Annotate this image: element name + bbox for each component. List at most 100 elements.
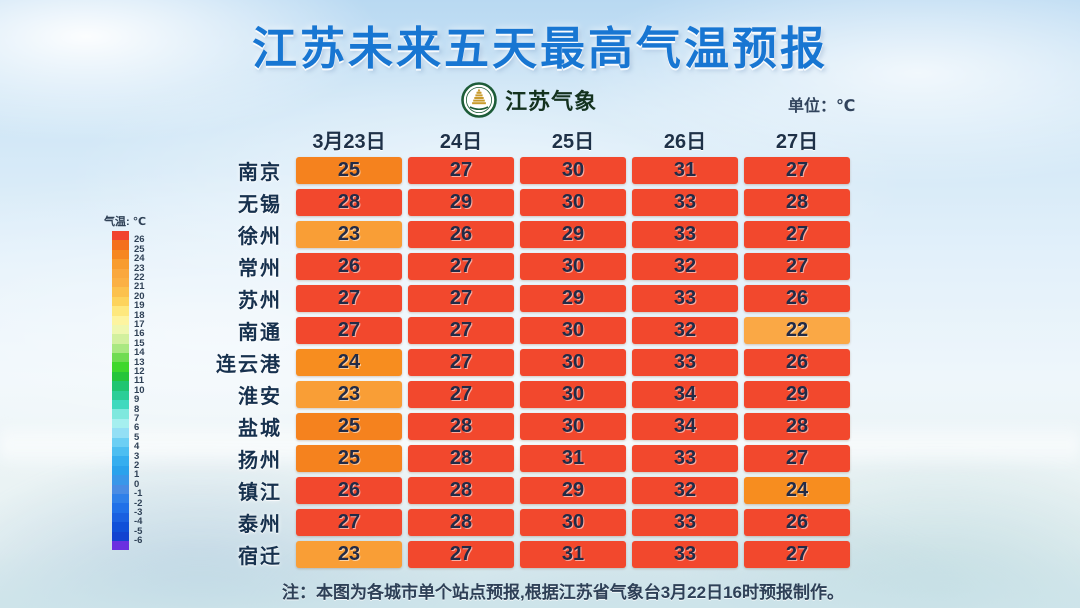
footnote: 注：本图为各城市单个站点预报,根据江苏省气象台3月22日16时预报制作。 [282,583,844,602]
city-label: 镇江 [238,482,282,504]
legend-segment [112,381,129,391]
temp-cell: 34 [632,413,738,440]
temp-cell: 29 [408,189,514,216]
legend-segment [112,334,129,344]
temp-cell: 29 [520,285,626,312]
temp-cell: 26 [744,509,850,536]
temp-cell: 27 [296,285,402,312]
temp-cell: 25 [296,445,402,472]
city-label: 徐州 [238,226,282,248]
city-label: 苏州 [238,290,282,312]
city-label: 南通 [238,322,282,344]
city-label: 盐城 [238,418,282,440]
city-label: 淮安 [238,386,282,408]
temp-cell: 27 [744,157,850,184]
temp-cell: 27 [408,317,514,344]
legend-tick: 0 [134,478,140,490]
temp-cell: 30 [520,509,626,536]
legend-segment [112,231,129,241]
temp-cell: 27 [296,317,402,344]
legend-segment [112,324,129,335]
table-corner-spacer [200,126,290,152]
legend-segment [112,400,129,410]
legend-segment [112,259,129,269]
temp-cell: 33 [632,541,738,568]
temp-cell: 23 [296,221,402,248]
temp-cell: 27 [408,541,514,568]
legend-segment [112,287,129,297]
city-label: 无锡 [238,194,282,216]
legend-tick: 10 [134,384,145,396]
legend-segment [112,390,129,401]
temp-cell: 27 [744,445,850,472]
temp-cell: 23 [296,381,402,408]
temp-cell: 30 [520,189,626,216]
legend-tick: 9 [134,394,140,406]
temp-cell: 24 [296,349,402,376]
unit-label: 单位：℃ [788,98,856,115]
temp-cell: 30 [520,381,626,408]
legend-tick: 19 [134,300,145,312]
temp-cell: 25 [296,157,402,184]
temp-cell: 28 [408,445,514,472]
legend-tick: 6 [134,422,140,434]
column-header: 25日 [551,130,595,153]
temp-cell: 29 [520,477,626,504]
temp-cell: 33 [632,445,738,472]
legend-tick: 25 [134,243,145,255]
temp-cell: 31 [520,445,626,472]
legend-tick: -3 [134,507,143,518]
legend-segment [112,512,129,523]
temp-cell: 27 [744,221,850,248]
legend-tick: 7 [134,413,140,424]
temp-cell: 26 [744,285,850,312]
legend-color-bar [112,231,129,551]
legend-segment [112,418,129,429]
legend-segment [112,362,129,372]
temp-cell: 33 [632,349,738,376]
city-label: 扬州 [238,450,282,472]
city-label: 泰州 [238,514,282,536]
legend-segment [112,465,129,476]
city-label: 宿迁 [238,546,282,568]
temp-cell: 33 [632,509,738,536]
legend-tick: 22 [134,272,145,283]
legend-tick: 13 [134,356,145,368]
temp-cell: 31 [632,157,738,184]
legend-segment [112,268,129,278]
temp-cell: 34 [632,381,738,408]
legend-segment [112,503,129,513]
legend-segment [112,540,129,551]
legend-segment [112,409,129,419]
legend-segment [112,343,129,354]
legend-tick-labels: 26 25 24 23 22 21 20 19 18 17 16 15 14 13 12 11 10 9 8 7 6 5 4… [134,231,160,550]
temp-cell: 26 [296,477,402,504]
temp-cell: 28 [408,413,514,440]
temp-cell: 30 [520,349,626,376]
city-label: 南京 [238,162,282,184]
temp-cell: 33 [632,285,738,312]
temp-cell: 22 [744,317,850,344]
column-header: 26日 [663,130,707,153]
legend-tick: -2 [134,497,143,509]
temp-cell: 27 [744,541,850,568]
legend-tick: 18 [134,309,145,321]
temp-cell: 28 [744,413,850,440]
temp-cell: 28 [408,477,514,504]
legend-tick: 16 [134,328,145,340]
temp-cell: 27 [408,349,514,376]
temp-cell: 33 [632,221,738,248]
legend-segment [112,240,129,250]
temp-cell: 27 [408,381,514,408]
jiangsu-meteorology-logo: 江苏气象 [461,82,597,118]
legend-segment [112,446,129,457]
legend-tick: 4 [134,441,140,453]
temp-cell: 30 [520,157,626,184]
legend-tick: 26 [134,234,145,246]
temp-cell: 31 [520,541,626,568]
temp-cell: 30 [520,413,626,440]
legend-tick: -6 [134,535,143,547]
temp-cell: 25 [296,413,402,440]
temp-cell: 26 [296,253,402,280]
